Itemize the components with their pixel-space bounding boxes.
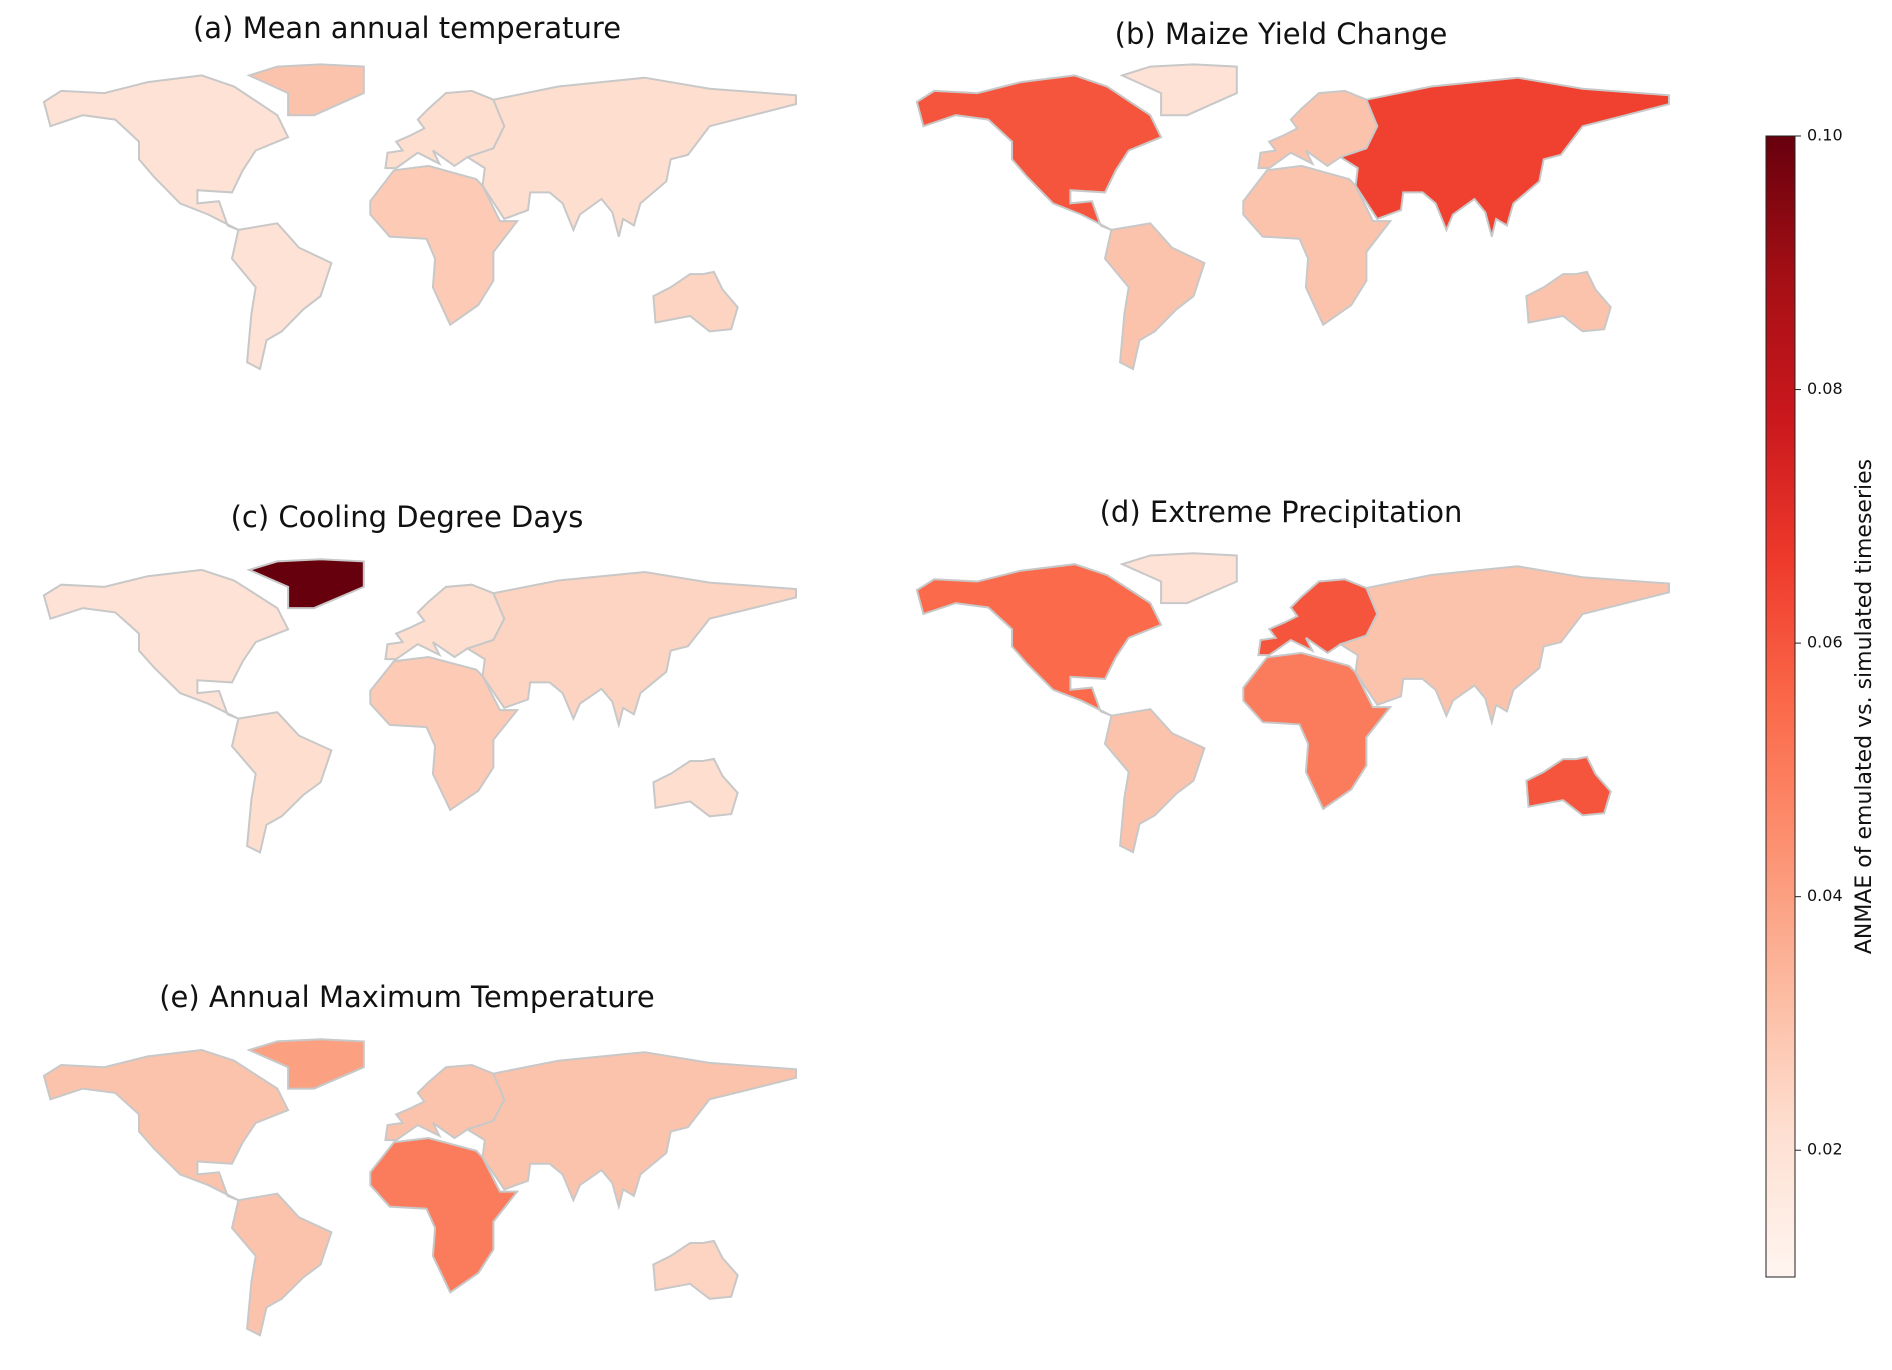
region xyxy=(915,74,1163,231)
map-title: (b) Maize Yield Change xyxy=(1115,17,1448,51)
region xyxy=(1525,755,1612,817)
region xyxy=(369,1136,520,1294)
region xyxy=(652,757,739,818)
region xyxy=(465,76,797,237)
region xyxy=(465,1051,797,1211)
colorbar-tick-label: 0.06 xyxy=(1807,633,1843,652)
colorbar-tick-label: 0.02 xyxy=(1807,1140,1843,1159)
region xyxy=(384,1063,506,1142)
map-title: (d) Extreme Precipitation xyxy=(1100,495,1463,529)
colorbar xyxy=(1765,135,1796,1278)
region xyxy=(42,568,290,720)
region xyxy=(230,711,333,854)
colorbar-label: ANMAE of emulated vs. simulated timeseri… xyxy=(1852,459,1877,954)
region xyxy=(384,583,506,661)
region xyxy=(652,1239,739,1300)
region xyxy=(42,1048,290,1202)
world-map xyxy=(915,552,1670,854)
region xyxy=(1338,565,1670,727)
region xyxy=(1103,708,1206,854)
region xyxy=(1257,578,1379,657)
region xyxy=(369,164,520,327)
map-title: (e) Annual Maximum Temperature xyxy=(159,980,655,1014)
region xyxy=(652,270,739,333)
region xyxy=(1257,89,1379,170)
region xyxy=(1242,651,1393,811)
region xyxy=(1338,76,1670,237)
region xyxy=(369,655,520,812)
region xyxy=(230,222,333,371)
colorbar-tick-label: 0.08 xyxy=(1807,379,1843,398)
region xyxy=(246,1038,365,1090)
region xyxy=(465,570,797,729)
region xyxy=(1103,222,1206,371)
region xyxy=(246,558,365,610)
region xyxy=(230,1192,333,1337)
world-map xyxy=(915,63,1670,371)
region xyxy=(1119,552,1238,605)
map-title: (a) Mean annual temperature xyxy=(193,11,621,45)
world-map xyxy=(42,63,797,371)
world-map xyxy=(42,558,797,854)
region xyxy=(384,89,506,170)
region xyxy=(1525,270,1612,333)
region xyxy=(1119,63,1238,117)
colorbar-tick-label: 0.10 xyxy=(1807,126,1843,145)
region xyxy=(42,74,290,231)
region xyxy=(1242,164,1393,327)
world-map xyxy=(42,1038,797,1337)
region xyxy=(915,563,1163,717)
region xyxy=(246,63,365,117)
map-title: (c) Cooling Degree Days xyxy=(231,500,584,534)
colorbar-tick-label: 0.04 xyxy=(1807,886,1843,905)
